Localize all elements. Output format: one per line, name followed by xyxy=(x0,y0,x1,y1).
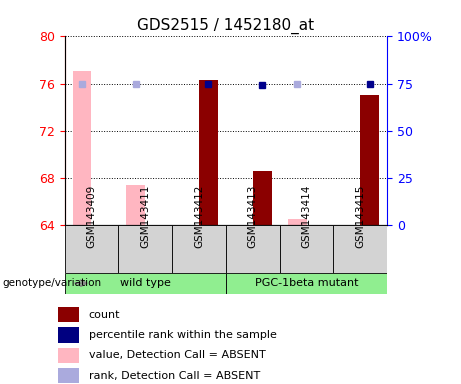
Text: genotype/variation: genotype/variation xyxy=(2,278,101,288)
Bar xyxy=(118,225,172,273)
Bar xyxy=(333,225,387,273)
Bar xyxy=(226,273,387,294)
Text: GSM143414: GSM143414 xyxy=(301,184,312,248)
Text: PGC-1beta mutant: PGC-1beta mutant xyxy=(255,278,358,288)
Bar xyxy=(199,80,218,225)
Bar xyxy=(73,71,91,225)
Text: percentile rank within the sample: percentile rank within the sample xyxy=(89,330,277,340)
Text: GSM143412: GSM143412 xyxy=(194,184,204,248)
Text: rank, Detection Call = ABSENT: rank, Detection Call = ABSENT xyxy=(89,371,260,381)
Text: GSM143413: GSM143413 xyxy=(248,184,258,248)
Text: wild type: wild type xyxy=(120,278,171,288)
Bar xyxy=(172,225,226,273)
Text: value, Detection Call = ABSENT: value, Detection Call = ABSENT xyxy=(89,350,266,360)
Bar xyxy=(253,170,272,225)
Title: GDS2515 / 1452180_at: GDS2515 / 1452180_at xyxy=(137,18,314,34)
Text: GSM143415: GSM143415 xyxy=(355,184,366,248)
Text: count: count xyxy=(89,310,120,320)
Bar xyxy=(58,368,78,383)
Text: GSM143411: GSM143411 xyxy=(140,184,150,248)
Bar xyxy=(65,225,118,273)
Bar xyxy=(288,219,307,225)
Bar xyxy=(58,348,78,363)
Bar xyxy=(58,307,78,322)
Text: GSM143409: GSM143409 xyxy=(86,184,96,248)
Bar xyxy=(126,185,145,225)
Bar xyxy=(361,95,379,225)
Bar xyxy=(280,225,333,273)
Bar xyxy=(226,225,280,273)
Bar xyxy=(65,273,226,294)
Bar xyxy=(58,328,78,343)
